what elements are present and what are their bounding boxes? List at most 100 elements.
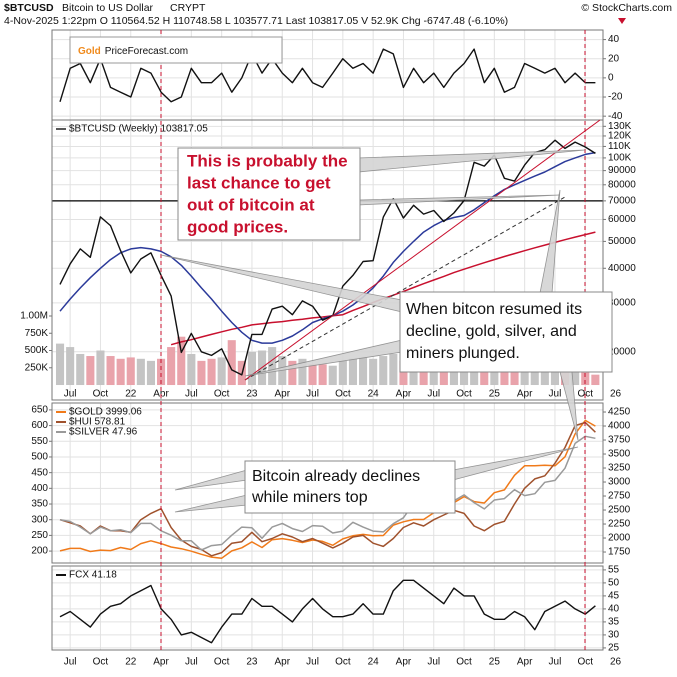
volume-bar: [338, 360, 347, 386]
volume-bar: [187, 353, 196, 386]
y-tick-label: 120K: [608, 131, 632, 142]
x-tick-label: 23: [246, 657, 258, 668]
annotation-text: out of bitcoin at: [187, 195, 315, 214]
y-tick-label: 500: [31, 452, 48, 463]
x-tick-label: 24: [368, 657, 380, 668]
x-tick-label: Jul: [427, 657, 440, 668]
y-tick-label: 3750: [608, 435, 631, 446]
x-tick-label: Apr: [396, 657, 412, 668]
x-tick-label: 25: [489, 389, 501, 400]
x-tick-label: 23: [246, 389, 258, 400]
volume-bar: [146, 360, 155, 386]
volume-bar: [449, 367, 458, 386]
volume-bar: [571, 371, 580, 386]
y-tick-label: 60000: [608, 214, 636, 225]
x-tick-label: Oct: [93, 389, 109, 400]
y-tick-label: 500K: [25, 345, 49, 356]
annotation-text: last chance to get: [187, 173, 331, 192]
y-tick-label: 110K: [608, 141, 631, 152]
symbol: $BTCUSD: [4, 2, 54, 14]
y-tick-label: 450: [31, 467, 48, 478]
symbol-name: Bitcoin to US Dollar: [62, 2, 154, 14]
annotation-text: miners plunged.: [406, 345, 520, 362]
y-tick-label: 40: [608, 34, 620, 45]
x-tick-label: Jul: [64, 389, 77, 400]
volume-bar: [389, 353, 398, 386]
volume-bar: [530, 367, 539, 386]
y-tick-label: 350: [31, 499, 48, 510]
y-tick-label: 200: [31, 546, 48, 557]
y-tick-label: 2750: [608, 491, 631, 502]
volume-bar: [116, 358, 125, 386]
y-tick-label: 50000: [608, 236, 636, 247]
volume-bar: [419, 365, 428, 386]
annotation-text: Bitcoin already declines: [252, 468, 420, 485]
volume-bar: [56, 343, 65, 386]
down-marker: [618, 18, 626, 24]
x-tick-label: Oct: [335, 389, 351, 400]
volume-bar: [348, 358, 357, 386]
x-tick-label: Oct: [214, 389, 230, 400]
panel-frame: [51, 402, 604, 564]
volume-bar: [167, 347, 176, 386]
x-tick-label: Jul: [306, 657, 319, 668]
y-tick-label: 400: [31, 483, 48, 494]
legend-label: $HUI 578.81: [69, 417, 126, 428]
volume-bar: [500, 364, 509, 386]
panel-frame: [51, 119, 604, 401]
y-tick-label: 1.00M: [20, 311, 48, 322]
trend-line: [244, 196, 566, 381]
annotation-text: good prices.: [187, 217, 288, 236]
y-tick-label: 0: [608, 73, 614, 84]
volume-bar: [308, 364, 317, 386]
x-tick-label: Apr: [274, 389, 290, 400]
y-tick-label: 20000: [608, 346, 636, 357]
volume-bar: [369, 358, 378, 386]
volume-bar: [399, 360, 408, 386]
volume-bar: [96, 350, 105, 386]
trend-line: [244, 119, 601, 381]
x-tick-label: Jul: [549, 389, 562, 400]
y-tick-label: 4000: [608, 421, 631, 432]
x-tick-label: Apr: [153, 657, 169, 668]
legend-label: $GOLD 3999.06: [69, 407, 142, 418]
y-tick-label: 20: [608, 53, 620, 64]
y-tick-label: 650: [31, 405, 48, 416]
x-tick-label: Jul: [185, 389, 198, 400]
quote-line: 4-Nov-2025 1:22pm O 110564.52 H 110748.5…: [4, 15, 508, 27]
volume-bar: [268, 347, 277, 386]
y-tick-label: 30000: [608, 298, 636, 309]
volume-bar: [540, 369, 549, 386]
x-tick-label: Jul: [185, 657, 198, 668]
series-line: [59, 139, 596, 376]
volume-bar: [298, 358, 307, 386]
annotation-text: This is probably the: [187, 151, 348, 170]
legend-label: $SILVER 47.96: [69, 427, 138, 438]
y-tick-label: 45: [608, 591, 620, 602]
x-tick-label: 26: [610, 389, 622, 400]
volume-bar: [86, 356, 95, 386]
annotation-box: [244, 460, 456, 514]
volume-bar: [510, 362, 519, 386]
series-line: [59, 48, 596, 103]
x-tick-label: Oct: [335, 657, 351, 668]
annotation-text: decline, gold, silver, and: [406, 323, 577, 340]
y-tick-label: 130K: [608, 121, 632, 132]
y-tick-label: 70000: [608, 196, 636, 207]
x-tick-label: 26: [610, 657, 622, 668]
x-tick-label: 22: [125, 389, 137, 400]
y-tick-label: 2500: [608, 505, 631, 516]
x-tick-label: Apr: [274, 657, 290, 668]
logo-box: [69, 36, 283, 64]
y-tick-label: -20: [608, 92, 623, 103]
y-tick-label: 40: [608, 604, 620, 615]
y-tick-label: 40000: [608, 263, 636, 274]
y-tick-label: 90000: [608, 165, 636, 176]
annotation-text: When bitcon resumed its: [406, 301, 582, 318]
volume-bar: [439, 365, 448, 386]
volume-bar: [409, 364, 418, 386]
volume-bar: [136, 358, 145, 386]
y-tick-label: 35: [608, 617, 620, 628]
y-tick-label: 4250: [608, 407, 631, 418]
